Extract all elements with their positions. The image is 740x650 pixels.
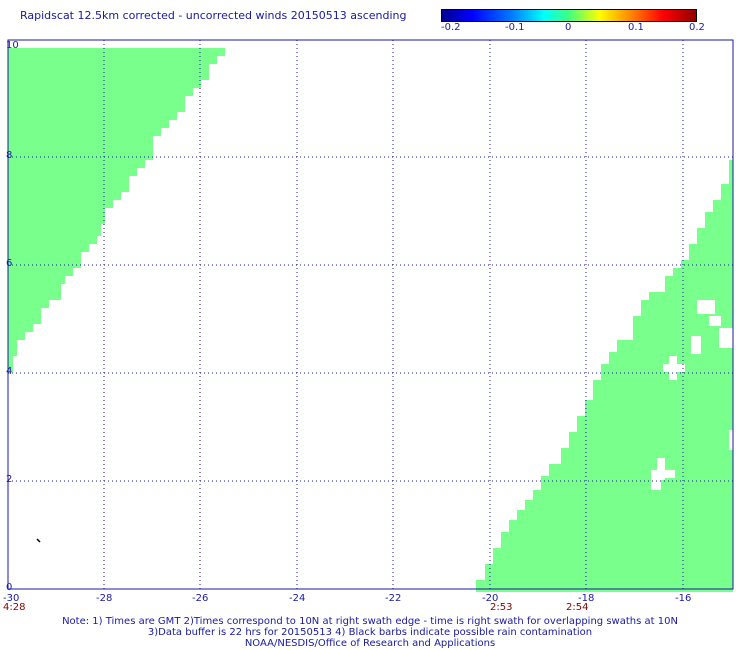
x-tick-label: -22 bbox=[385, 593, 402, 604]
colorbar-tick: -0.1 bbox=[505, 22, 525, 33]
x-tick-label: -30 bbox=[3, 593, 20, 604]
swath-right bbox=[476, 160, 733, 592]
footnote: NOAA/NESDIS/Office of Research and Appli… bbox=[244, 638, 496, 649]
x-tick-label: -28 bbox=[96, 593, 113, 604]
y-tick-label: 8 bbox=[6, 150, 13, 161]
colorbar bbox=[441, 9, 697, 22]
y-tick-label: 4 bbox=[6, 366, 13, 377]
footnote: 3)Data buffer is 22 hrs for 20150513 4) … bbox=[147, 627, 593, 638]
rain-barb bbox=[36, 538, 41, 543]
footnote: Note: 1) Times are GMT 2)Times correspon… bbox=[62, 616, 678, 627]
map-border bbox=[7, 39, 734, 590]
colorbar-tick: 0.2 bbox=[689, 22, 705, 33]
swath-time-label: 4:28 bbox=[3, 602, 26, 613]
colorbar-tick: -0.2 bbox=[441, 22, 461, 33]
swath-left bbox=[8, 48, 225, 372]
y-tick-label: 2 bbox=[6, 474, 13, 485]
x-tick-label: -20 bbox=[482, 593, 499, 604]
y-tick-label: 0 bbox=[6, 582, 13, 593]
y-tick-label: 10 bbox=[6, 40, 19, 51]
swath-time-label: 2:54 bbox=[566, 602, 589, 613]
swath-time-label: 2:53 bbox=[490, 602, 513, 613]
colorbar-tick: 0 bbox=[565, 22, 572, 33]
x-tick-label: -24 bbox=[289, 593, 306, 604]
map-title: Rapidscat 12.5km corrected - uncorrected… bbox=[20, 9, 407, 22]
grid-lines bbox=[8, 40, 733, 589]
y-tick-label: 6 bbox=[6, 258, 13, 269]
colorbar-tick: 0.1 bbox=[628, 22, 644, 33]
x-tick-label: -18 bbox=[578, 593, 595, 604]
x-tick-label: -26 bbox=[192, 593, 209, 604]
x-tick-label: -16 bbox=[675, 593, 692, 604]
